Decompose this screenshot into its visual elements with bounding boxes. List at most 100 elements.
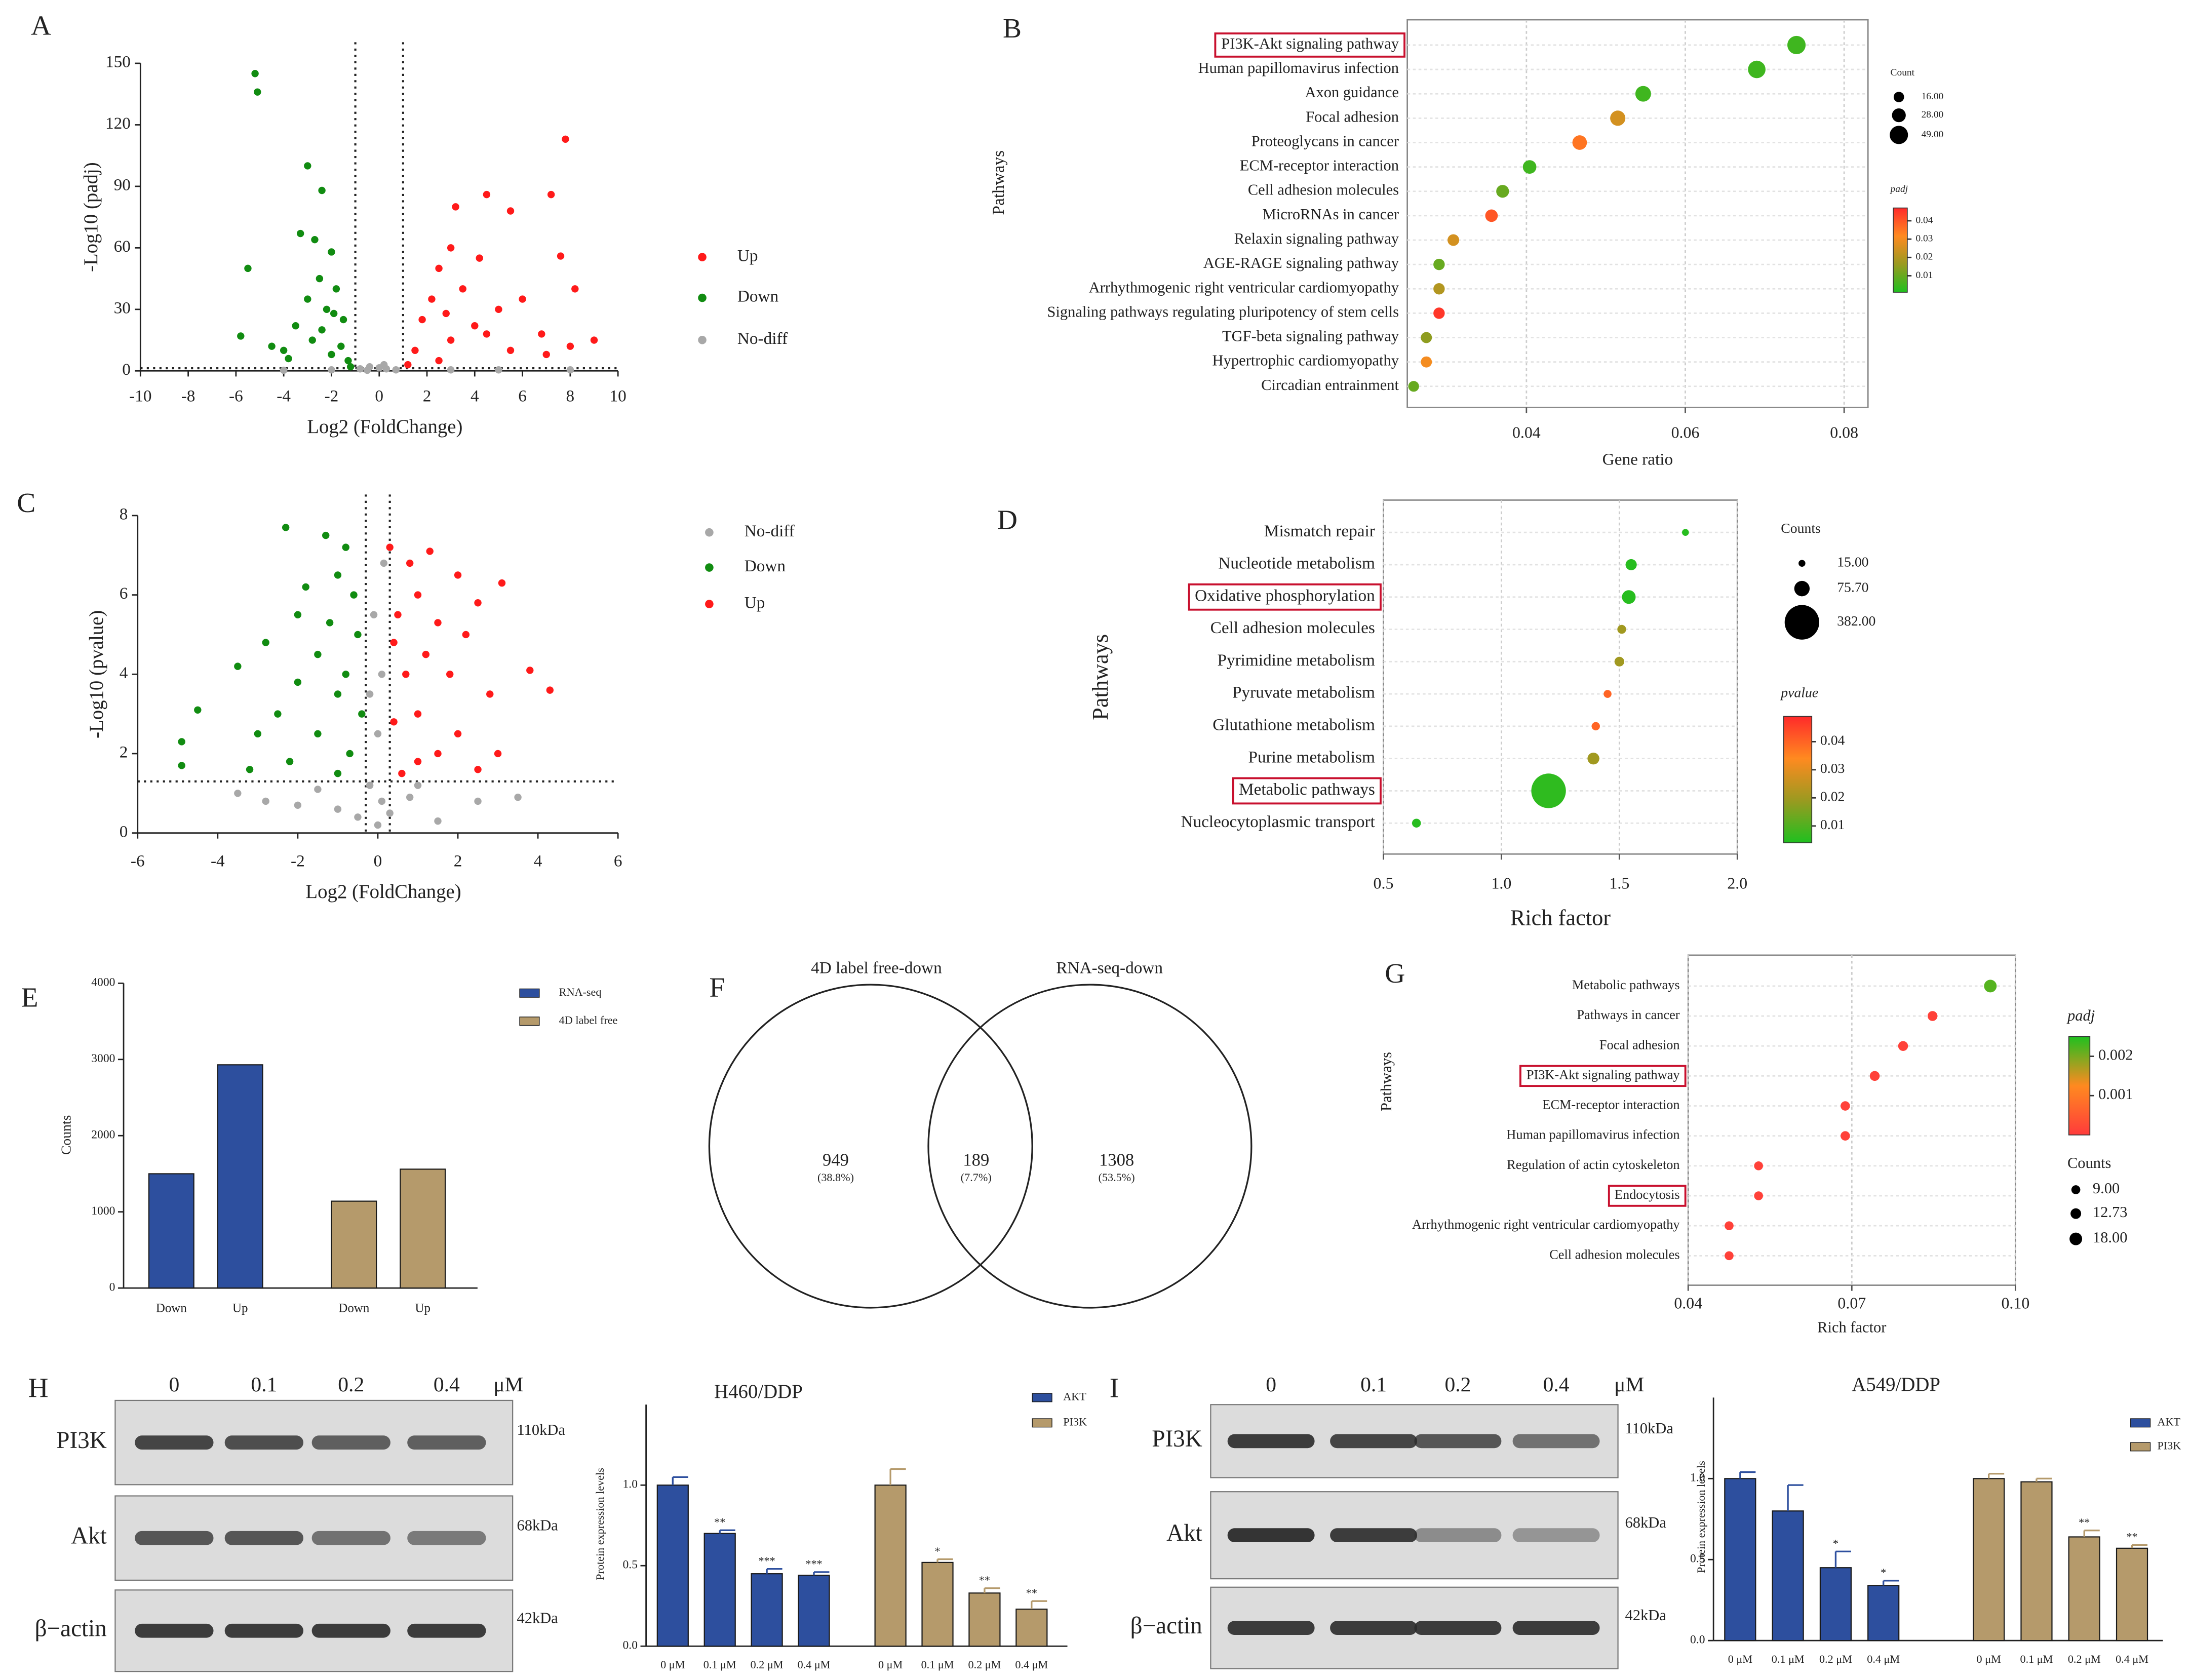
size-label: 68kDa [517,1517,558,1534]
highlight-box [1608,1185,1687,1207]
point [354,631,362,639]
category-label: Metabolic pathways [1239,780,1375,799]
legend-label: PI3K [1063,1415,1087,1428]
bubble [1610,110,1626,126]
legend-label: Up [745,593,765,612]
colorbar-tick-label: 0.02 [1820,789,1845,804]
point [274,710,282,718]
category-label: Pathways in cancer [1577,1007,1679,1022]
size-legend-label: 15.00 [1837,554,1868,570]
x-tick-label: -4 [211,852,225,871]
point [282,524,290,531]
x-tick-label: 0.4 μM [1867,1653,1900,1665]
bar [1867,1585,1900,1642]
point [334,571,342,579]
category-label: Hypertrophic cardiomyopathy [1212,352,1399,369]
x-axis-label: Rich factor [1510,905,1611,930]
set-circle [927,984,1253,1309]
blot-band [1512,1434,1600,1449]
point [414,758,422,765]
point [506,346,515,355]
colorbar [2068,1036,2091,1136]
size-legend-label: 9.00 [2093,1180,2120,1197]
x-tick-label: 0 μM [660,1658,685,1671]
legend-label: Down [737,287,779,306]
bubble [1725,1251,1734,1261]
bubble [1682,529,1689,536]
color-legend-title: padj [2066,1007,2095,1024]
bar [148,1173,194,1289]
bubble [1787,35,1806,54]
point [434,817,442,825]
point [426,548,434,555]
point [294,801,302,809]
bubble [1754,1161,1763,1170]
category-label: PI3K-Akt signaling pathway [1527,1067,1680,1082]
significance-label: * [934,1545,940,1557]
x-axis-label: Log2 (FoldChange) [305,881,461,903]
category-label: Endocytosis [1615,1187,1680,1202]
category-label: MicroRNAs in cancer [1263,206,1399,223]
point [519,295,526,303]
y-tick-label: 0.5 [623,1558,638,1572]
x-tick-label: Down [338,1301,369,1315]
point [546,686,554,694]
x-tick-label: 0.2 μM [2068,1653,2101,1665]
legend-marker [705,563,714,572]
size-legend-label: 28.00 [1922,109,1944,120]
bubble [1635,86,1651,102]
point [435,357,443,365]
point [526,667,534,674]
point [323,305,331,314]
point [314,786,322,793]
point [474,766,482,773]
size-legend-marker [1794,580,1810,597]
point [454,730,462,737]
x-tick-label: 0.06 [1671,423,1700,441]
blot-band [407,1623,486,1638]
blot-band [135,1623,214,1638]
blot-band [1330,1621,1418,1635]
x-tick-label: 0.2 μM [968,1658,1001,1671]
point [334,769,342,777]
legend-marker [698,293,707,302]
protein-label: β−actin [1130,1613,1202,1639]
bar [1015,1609,1048,1647]
color-legend-title: padj [1890,184,1908,194]
point [332,285,340,293]
point [302,583,309,591]
category-label: Signaling pathways regulating pluripoten… [1047,303,1399,320]
point [390,718,398,726]
size-legend-title: Count [1891,67,1915,78]
point [346,363,355,371]
bar [921,1561,954,1647]
point [285,355,292,363]
size-legend-marker [1890,126,1908,144]
point [296,229,304,238]
size-legend-marker [1893,92,1904,102]
blot-band [311,1435,390,1450]
set-circle [708,984,1033,1309]
bar [2020,1481,2053,1642]
point [402,671,410,678]
point [254,730,262,737]
size-legend-marker [2070,1208,2082,1219]
category-label: Proteoglycans in cancer [1251,132,1399,149]
point [386,543,394,551]
category-label: Focal adhesion [1306,108,1399,125]
lane-label: 0.1 [251,1373,277,1396]
x-tick-label: 0.08 [1830,423,1858,441]
blot-band [407,1531,486,1545]
bubble [1869,1071,1880,1081]
point [428,295,436,303]
point [344,357,352,365]
bubble [1433,283,1445,295]
protein-label: Akt [71,1523,107,1549]
point [390,639,398,646]
point [590,336,598,344]
legend-label: Up [737,246,758,265]
point [446,671,454,678]
point [194,706,202,714]
legend-label: No-diff [737,329,788,348]
point [316,275,324,283]
